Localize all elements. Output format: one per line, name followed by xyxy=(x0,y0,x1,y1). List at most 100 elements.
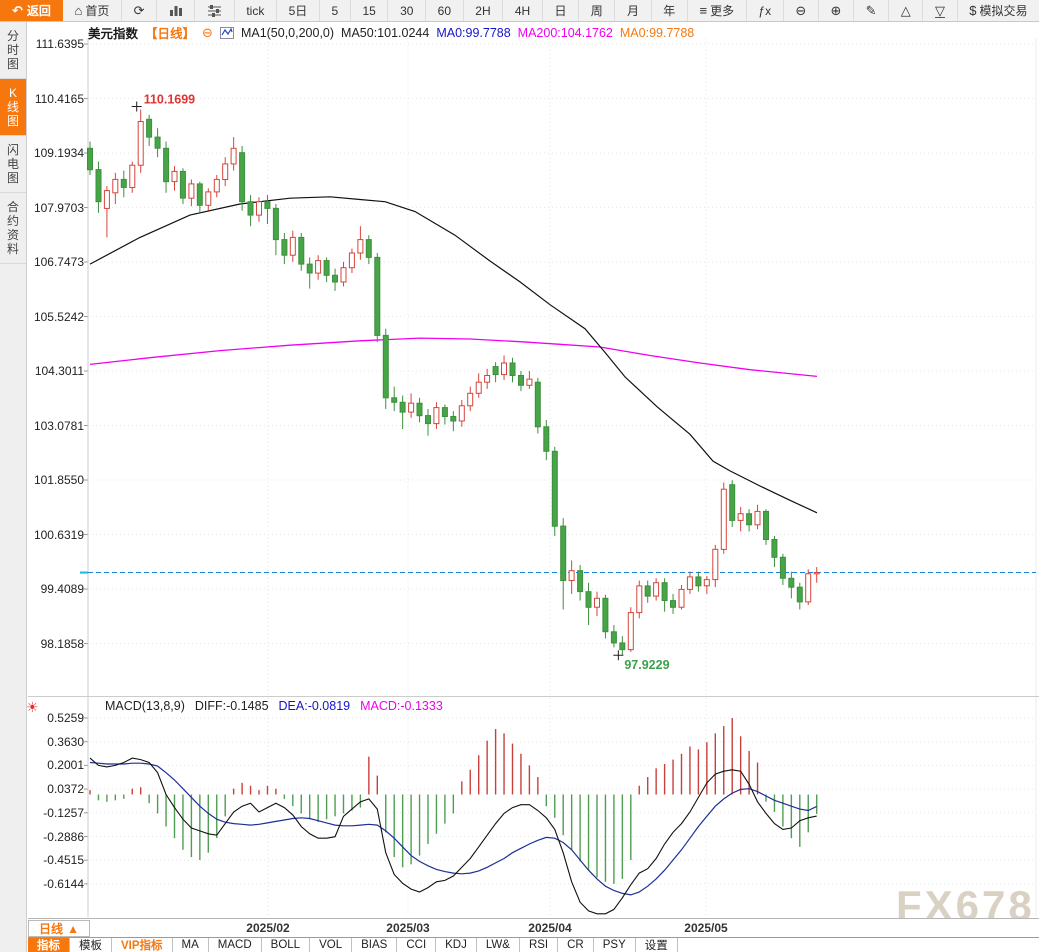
macd-tick-label: -0.6144 xyxy=(43,876,84,891)
toolbar-zoom-in[interactable]: ⊕ xyxy=(819,0,855,21)
tab-RSI[interactable]: RSI xyxy=(520,938,559,952)
candle-body xyxy=(678,588,685,608)
tab-BIAS[interactable]: BIAS xyxy=(352,938,398,952)
back-button[interactable]: ↶ 返回 xyxy=(0,0,63,21)
toolbar-triangle-down[interactable]: ▽ xyxy=(923,0,958,21)
sim-trading-label: 模拟交易 xyxy=(979,4,1028,18)
line-chart-icon[interactable] xyxy=(219,26,234,39)
candle-body xyxy=(129,164,136,188)
toolbar-period-2h[interactable]: 2H xyxy=(464,0,504,21)
toolbar-period-15[interactable]: 15 xyxy=(351,0,389,21)
candle-body xyxy=(281,239,288,256)
toolbar-period-4h[interactable]: 4H xyxy=(503,0,543,21)
candle-body xyxy=(492,366,499,376)
macd-settings-icon[interactable]: ☀ xyxy=(26,699,39,715)
sidebar-item-合约资料[interactable]: 合 约 资 料 xyxy=(0,193,26,264)
triangle-up-icon: △ xyxy=(900,3,911,18)
sliders-icon xyxy=(208,5,222,17)
candle-body xyxy=(163,147,170,183)
toolbar-period-60[interactable]: 60 xyxy=(426,0,464,21)
candle-body xyxy=(340,267,347,283)
toolbar-refresh[interactable]: ⟳ xyxy=(122,0,158,21)
toolbar-fx-functions[interactable]: ƒx xyxy=(747,0,784,21)
date-label: 2025/03 xyxy=(386,921,430,935)
period-selector-label: 日线 xyxy=(39,922,64,936)
ma0-blue-value: MA0:99.7788 xyxy=(436,25,511,40)
tab-PSY[interactable]: PSY xyxy=(594,938,636,952)
tab-VOL[interactable]: VOL xyxy=(310,938,353,952)
period-5-label: 5 xyxy=(331,3,339,18)
macd-header: MACD(13,8,9) DIFF:-0.1485 DEA:-0.0819 MA… xyxy=(105,699,443,713)
period-2h-label: 2H xyxy=(475,3,491,18)
period-selector[interactable]: 日线 ▲ xyxy=(28,920,90,937)
date-label: 2025/04 xyxy=(528,921,572,935)
macd-dea-line xyxy=(89,761,817,896)
candle-body xyxy=(534,381,541,428)
symbol-name: 美元指数 xyxy=(88,27,139,41)
candle-body xyxy=(315,260,322,274)
draw-tool-icon: ✎ xyxy=(865,3,877,18)
date-axis-row: 日线 ▲ 2025/02 2025/03 2025/04 2025/05 xyxy=(28,918,1039,937)
toolbar-column-chart[interactable] xyxy=(157,0,196,21)
candle-body xyxy=(112,178,119,194)
tab-CCI[interactable]: CCI xyxy=(397,938,437,952)
candle-body xyxy=(137,121,144,166)
toolbar-period-5[interactable]: 5 xyxy=(320,0,351,21)
toolbar-period-tick[interactable]: tick xyxy=(235,0,277,21)
tab-LW&[interactable]: LW& xyxy=(477,938,520,952)
price-tick-label: 107.9703 xyxy=(33,200,84,215)
date-label: 2025/02 xyxy=(246,921,290,935)
toolbar-period-day[interactable]: 日 xyxy=(543,0,580,21)
candle-body xyxy=(196,183,203,206)
sidebar-item-K线图[interactable]: K 线 图 xyxy=(0,79,26,136)
tab-CR[interactable]: CR xyxy=(558,938,594,952)
tab-BOLL[interactable]: BOLL xyxy=(262,938,311,952)
toolbar-more-menu[interactable]: ≡ 更多 xyxy=(688,0,747,21)
back-arrow-icon: ↶ xyxy=(12,2,23,18)
candle-body xyxy=(813,572,820,575)
toolbar-home[interactable]: ⌂ 首页 xyxy=(63,0,123,21)
tab-MACD[interactable]: MACD xyxy=(209,938,262,952)
candle-body xyxy=(450,416,457,422)
toolbar-period-week[interactable]: 周 xyxy=(579,0,616,21)
tab-指标[interactable]: 指标 xyxy=(28,938,70,952)
toolbar-draw-tool[interactable]: ✎ xyxy=(854,0,890,21)
toolbar-period-year[interactable]: 年 xyxy=(652,0,688,21)
candle-body xyxy=(256,201,262,216)
sidebar-item-分时图[interactable]: 分 时 图 xyxy=(0,22,26,79)
toolbar-period-month[interactable]: 月 xyxy=(615,0,652,21)
toolbar-period-30[interactable]: 30 xyxy=(388,0,427,21)
toolbar-indicator-settings[interactable] xyxy=(195,0,235,21)
period-week-label: 周 xyxy=(590,4,603,18)
candle-body xyxy=(746,513,753,526)
sidebar-item-闪电图[interactable]: 闪 电 图 xyxy=(0,136,26,193)
candle-body xyxy=(475,381,482,394)
macd-title: MACD(13,8,9) xyxy=(105,699,185,713)
toolbar-sim-trading[interactable]: $ 模拟交易 xyxy=(958,0,1039,21)
candle-body xyxy=(585,591,592,608)
candle-body xyxy=(205,191,212,206)
top-toolbar: ↶ 返回 ⌂ 首页 ⟳ tick 5日 5 15 30 60 2H 4H 日 周 月 年 ≡ 更多 ƒx ⊖ ⊕ ✎ △ ▽… xyxy=(0,0,1039,22)
toolbar-zoom-out[interactable]: ⊖ xyxy=(784,0,819,21)
collapse-icon[interactable]: ⊖ xyxy=(202,24,213,40)
candle-body xyxy=(289,236,296,256)
tab-MA[interactable]: MA xyxy=(173,938,209,952)
ma200-value: MA200:104.1762 xyxy=(517,25,613,40)
candle-body xyxy=(754,510,761,526)
candle-body xyxy=(619,642,626,651)
ma200-line xyxy=(89,337,818,378)
candle-body xyxy=(568,570,575,582)
toolbar-triangle-up[interactable]: △ xyxy=(889,0,924,21)
tab-VIP指标[interactable]: VIP指标 xyxy=(112,938,173,952)
candle-body xyxy=(661,582,668,602)
sim-trading-icon: $ xyxy=(969,3,977,18)
price-tick-label: 106.7473 xyxy=(33,255,84,269)
low-cross-marker xyxy=(613,650,624,661)
macd-dea-value: DEA:-0.0819 xyxy=(278,699,351,713)
tab-设置[interactable]: 设置 xyxy=(636,938,678,952)
candle-body xyxy=(179,170,186,199)
tab-KDJ[interactable]: KDJ xyxy=(436,938,477,952)
toolbar-period-5d[interactable]: 5日 xyxy=(277,0,320,21)
tab-模板[interactable]: 模板 xyxy=(70,938,112,952)
